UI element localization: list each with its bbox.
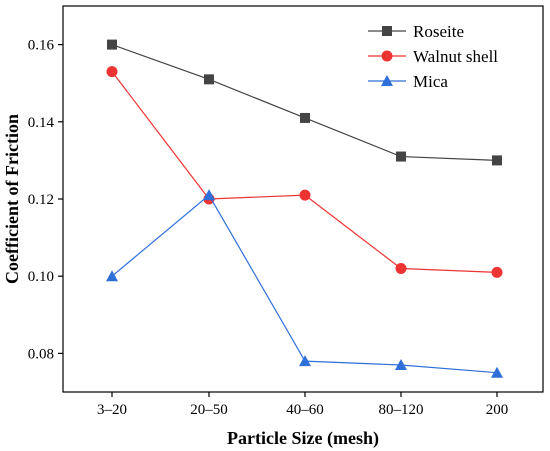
x-axis: 3–20 20–50 40–60 80–120 200 xyxy=(97,392,508,418)
legend-label: Roseite xyxy=(413,22,464,41)
x-tick-label: 3–20 xyxy=(97,402,127,418)
x-tick-label: 20–50 xyxy=(190,402,228,418)
data-point xyxy=(396,151,406,162)
series-2 xyxy=(106,66,503,278)
y-tick-label: 0.08 xyxy=(28,346,54,362)
x-axis-title: Particle Size (mesh) xyxy=(227,428,379,449)
series-1 xyxy=(107,39,502,166)
data-point xyxy=(299,355,311,367)
y-tick-label: 0.16 xyxy=(28,38,55,54)
y-tick-label: 0.10 xyxy=(28,269,54,285)
legend-label: Mica xyxy=(413,72,448,91)
data-point xyxy=(491,266,503,278)
data-point xyxy=(299,189,311,201)
y-axis: 0.08 0.10 0.12 0.14 0.16 xyxy=(28,38,63,362)
data-point xyxy=(395,262,407,274)
data-point xyxy=(491,366,503,378)
legend: Roseite Walnut shell Mica xyxy=(368,22,498,91)
y-tick-label: 0.14 xyxy=(28,115,55,131)
x-tick-label: 40–60 xyxy=(286,402,324,418)
legend-label: Walnut shell xyxy=(413,47,498,66)
legend-marker xyxy=(381,50,393,62)
series-layer xyxy=(106,39,503,378)
legend-marker xyxy=(382,26,392,36)
data-point xyxy=(492,155,502,166)
series-3 xyxy=(106,189,503,378)
legend-marker xyxy=(381,75,393,86)
data-point xyxy=(107,39,117,50)
data-point xyxy=(300,112,310,123)
data-point xyxy=(203,189,215,201)
data-point xyxy=(106,66,118,78)
x-tick-label: 200 xyxy=(486,402,509,418)
data-point xyxy=(204,74,214,85)
data-point xyxy=(106,270,118,282)
data-point xyxy=(395,358,407,370)
x-tick-label: 80–120 xyxy=(379,402,424,418)
series-line xyxy=(111,194,498,374)
y-tick-label: 0.12 xyxy=(28,192,54,208)
y-axis-title: Coefficient of Friction xyxy=(2,114,22,284)
series-line xyxy=(111,71,498,273)
